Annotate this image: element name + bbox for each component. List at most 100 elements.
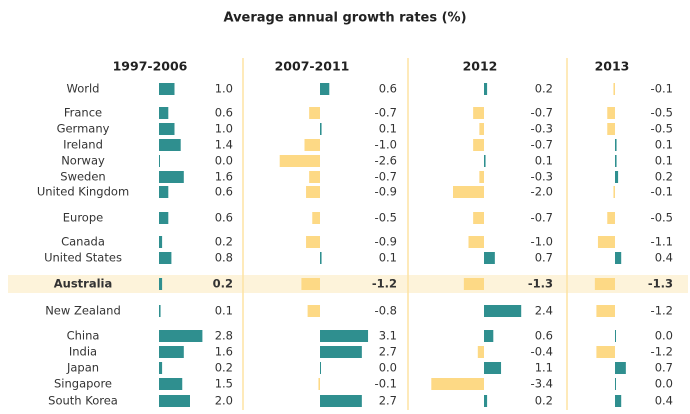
- bar: [613, 186, 615, 198]
- value-label: 2.7: [379, 345, 397, 359]
- value-label: 0.1: [535, 154, 553, 168]
- bar: [484, 330, 494, 342]
- bar: [304, 139, 320, 151]
- bar: [615, 378, 616, 390]
- value-label: -0.1: [375, 377, 397, 391]
- bar: [615, 252, 622, 264]
- value-label: 0.2: [213, 277, 233, 291]
- category-label: United Kingdom: [37, 185, 129, 199]
- value-label: 0.0: [655, 377, 673, 391]
- category-label: Europe: [63, 211, 103, 225]
- bar: [159, 378, 183, 390]
- value-label: 0.1: [655, 154, 673, 168]
- value-label: -0.7: [375, 170, 397, 184]
- value-label: 1.4: [215, 138, 233, 152]
- bar: [159, 278, 163, 290]
- category-label: Japan: [66, 361, 99, 375]
- bar: [312, 212, 320, 224]
- value-label: 0.2: [535, 394, 553, 408]
- value-label: -0.3: [531, 122, 553, 136]
- bar: [596, 305, 615, 317]
- bar: [159, 395, 190, 407]
- category-label: United States: [44, 251, 122, 265]
- category-label: New Zealand: [45, 304, 121, 318]
- bar: [159, 362, 163, 374]
- bar: [484, 252, 495, 264]
- bar: [615, 330, 616, 342]
- bar: [159, 186, 169, 198]
- bar: [159, 330, 203, 342]
- value-label: -0.5: [651, 211, 673, 225]
- value-label: 0.4: [655, 251, 673, 265]
- bar: [613, 83, 615, 95]
- value-label: 2.7: [379, 394, 397, 408]
- category-label: India: [69, 345, 97, 359]
- value-label: -1.2: [651, 304, 673, 318]
- bar: [484, 395, 488, 407]
- value-label: 0.1: [379, 122, 397, 136]
- value-label: 0.2: [215, 361, 233, 375]
- bar: [484, 362, 502, 374]
- category-label: Germany: [57, 122, 110, 136]
- bar: [320, 346, 362, 358]
- category-label: Sweden: [60, 170, 105, 184]
- value-label: 0.2: [535, 82, 553, 96]
- bar: [479, 123, 484, 135]
- value-label: 2.8: [215, 329, 233, 343]
- value-label: 0.0: [215, 154, 233, 168]
- value-label: 0.6: [215, 211, 233, 225]
- value-label: 0.6: [535, 329, 553, 343]
- category-label: World: [67, 82, 100, 96]
- panel-header: 2012: [463, 59, 498, 74]
- bar: [159, 107, 169, 119]
- bar: [320, 330, 369, 342]
- bar: [159, 212, 169, 224]
- bar: [473, 139, 484, 151]
- value-label: -0.8: [375, 304, 397, 318]
- bar: [453, 186, 484, 198]
- value-label: -1.3: [528, 277, 553, 291]
- bar: [159, 236, 163, 248]
- value-label: -1.1: [651, 235, 673, 249]
- value-label: -0.7: [531, 211, 553, 225]
- value-label: -1.2: [651, 345, 673, 359]
- category-label: Ireland: [63, 138, 103, 152]
- value-label: -0.9: [375, 235, 397, 249]
- bar: [320, 123, 322, 135]
- value-label: 0.7: [535, 251, 553, 265]
- value-label: 3.1: [379, 329, 397, 343]
- bar: [473, 212, 484, 224]
- panel-header: 1997-2006: [113, 59, 188, 74]
- value-label: 0.8: [215, 251, 233, 265]
- chart-title: Average annual growth rates (%): [223, 11, 466, 26]
- value-label: 0.1: [215, 304, 233, 318]
- value-label: 1.6: [215, 170, 233, 184]
- bar: [479, 171, 484, 183]
- bar: [159, 123, 175, 135]
- value-label: 2.0: [215, 394, 233, 408]
- value-label: -0.1: [651, 185, 673, 199]
- bar: [484, 155, 486, 167]
- bar: [301, 278, 320, 290]
- value-label: 0.6: [215, 185, 233, 199]
- bar: [159, 155, 160, 167]
- bar: [431, 378, 484, 390]
- category-label: France: [64, 106, 102, 120]
- value-label: -0.7: [531, 138, 553, 152]
- bar: [463, 278, 484, 290]
- value-label: 0.6: [379, 82, 397, 96]
- panel-header: 2013: [595, 59, 630, 74]
- value-label: -0.4: [531, 345, 553, 359]
- value-label: 0.2: [215, 235, 233, 249]
- value-label: 0.4: [655, 394, 673, 408]
- bar: [159, 252, 172, 264]
- bar: [320, 252, 322, 264]
- bar: [615, 395, 622, 407]
- bar: [307, 305, 320, 317]
- bar: [320, 83, 330, 95]
- bar: [594, 278, 615, 290]
- value-label: -0.7: [531, 106, 553, 120]
- bar: [607, 212, 615, 224]
- bar: [596, 346, 615, 358]
- value-label: -0.9: [375, 185, 397, 199]
